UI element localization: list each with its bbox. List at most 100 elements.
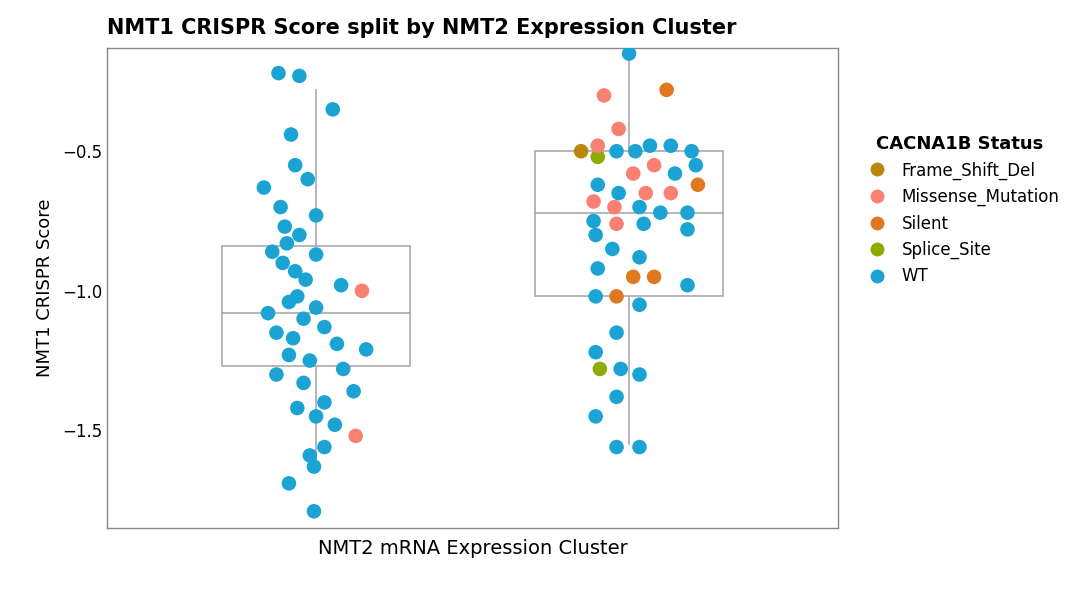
Point	[630, 253, 648, 262]
Point	[627, 146, 644, 156]
Point	[307, 303, 324, 313]
Point	[358, 344, 375, 354]
X-axis label: NMT2 mRNA Expression Cluster: NMT2 mRNA Expression Cluster	[318, 539, 627, 558]
Point	[272, 202, 289, 212]
Point	[301, 451, 318, 460]
Point	[590, 141, 607, 151]
Point	[630, 202, 648, 212]
Point	[270, 68, 287, 78]
Point	[316, 398, 333, 407]
Point	[645, 160, 663, 170]
Point	[280, 479, 297, 488]
Point	[687, 160, 705, 170]
Bar	[222, 246, 410, 366]
Point	[606, 202, 623, 212]
Point	[630, 300, 648, 310]
Point	[641, 141, 658, 151]
Point	[610, 188, 627, 198]
Point	[590, 263, 607, 273]
Point	[282, 130, 300, 139]
Point	[637, 188, 654, 198]
Point	[326, 420, 344, 430]
Point	[610, 124, 627, 134]
Point	[307, 250, 324, 259]
Point	[300, 175, 317, 184]
Point	[690, 180, 707, 190]
Point	[625, 169, 642, 178]
Point	[324, 104, 342, 114]
Point	[608, 146, 625, 156]
Point	[347, 431, 364, 441]
Point	[267, 370, 285, 379]
Point	[289, 403, 306, 413]
Point	[287, 266, 304, 276]
Point	[335, 364, 352, 374]
Point	[305, 462, 322, 472]
Point	[585, 216, 603, 226]
Point	[679, 280, 696, 290]
Point	[679, 224, 696, 234]
Point	[263, 247, 280, 257]
Point	[274, 258, 291, 268]
Point	[316, 322, 333, 332]
Point	[276, 222, 293, 232]
Point	[608, 219, 625, 229]
Point	[587, 347, 605, 357]
Point	[278, 239, 295, 248]
Point	[608, 328, 625, 337]
Point	[592, 364, 609, 374]
Point	[329, 339, 346, 349]
Point	[285, 334, 302, 343]
Point	[585, 197, 603, 206]
Point	[287, 160, 304, 170]
Point	[260, 308, 277, 318]
Point	[612, 364, 629, 374]
Point	[590, 152, 607, 161]
Point	[604, 244, 621, 254]
Point	[590, 180, 607, 190]
Point	[635, 219, 652, 229]
Point	[663, 141, 680, 151]
Point	[630, 370, 648, 379]
Point	[295, 314, 313, 323]
Point	[645, 272, 663, 281]
Point	[587, 412, 605, 421]
Bar	[535, 151, 723, 296]
Point	[345, 386, 362, 396]
Point	[652, 208, 669, 217]
Point	[587, 230, 605, 240]
Point	[608, 442, 625, 452]
Point	[683, 146, 700, 156]
Point	[295, 378, 313, 388]
Point	[289, 292, 306, 301]
Point	[658, 85, 676, 95]
Point	[663, 188, 680, 198]
Point	[305, 506, 322, 516]
Point	[301, 356, 318, 365]
Point	[291, 230, 308, 240]
Point	[256, 183, 273, 193]
Point	[608, 292, 625, 301]
Point	[587, 292, 605, 301]
Point	[280, 350, 297, 360]
Point	[679, 208, 696, 217]
Point	[280, 297, 297, 307]
Point	[621, 49, 638, 58]
Point	[297, 275, 315, 284]
Point	[572, 146, 590, 156]
Point	[267, 328, 285, 337]
Point	[630, 442, 648, 452]
Legend: Frame_Shift_Del, Missense_Mutation, Silent, Splice_Site, WT: Frame_Shift_Del, Missense_Mutation, Sile…	[854, 128, 1066, 292]
Point	[307, 412, 324, 421]
Point	[307, 211, 324, 220]
Point	[608, 392, 625, 401]
Point	[316, 442, 333, 452]
Y-axis label: NMT1 CRISPR Score: NMT1 CRISPR Score	[35, 199, 54, 377]
Text: NMT1 CRISPR Score split by NMT2 Expression Cluster: NMT1 CRISPR Score split by NMT2 Expressi…	[107, 18, 737, 38]
Point	[625, 272, 642, 281]
Point	[291, 71, 308, 81]
Point	[595, 91, 612, 100]
Point	[353, 286, 371, 296]
Point	[333, 280, 350, 290]
Point	[666, 169, 683, 178]
